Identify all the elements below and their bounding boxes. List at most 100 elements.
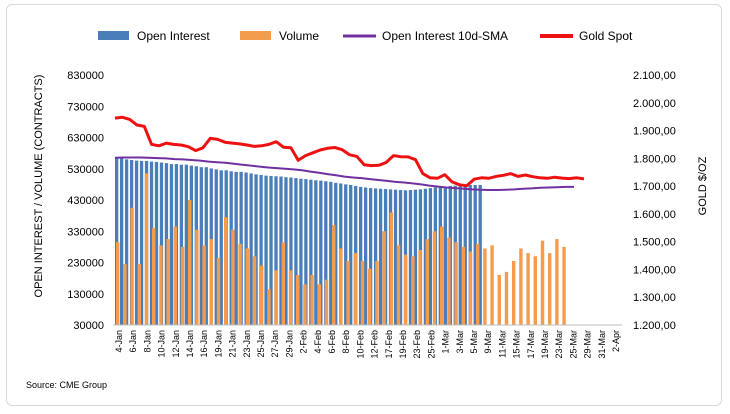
volume-bar <box>483 248 487 325</box>
open-interest-bar <box>214 169 218 325</box>
x-tick-label: 9-Mar <box>483 330 493 354</box>
volume-bar <box>231 229 235 325</box>
y-tick-label: 630000 <box>67 133 104 145</box>
y2-tick-label: 1.600,00 <box>633 209 676 221</box>
x-tick-label: 10-Feb <box>355 330 365 359</box>
volume-bar <box>360 260 365 325</box>
open-interest-bar <box>324 181 328 325</box>
open-interest-bar <box>289 177 293 325</box>
open-interest-bar <box>458 185 462 325</box>
y2-axis-label: GOLD $/OZ <box>697 156 709 215</box>
y-axis-left: 30000 130000 230000 330000 430000 530000 63000… <box>67 70 104 332</box>
volume-bar <box>260 265 264 325</box>
volume-bar <box>130 207 134 325</box>
y2-tick-label: 1.200,00 <box>633 320 676 332</box>
y-tick-label: 830000 <box>67 70 104 82</box>
open-interest-bar <box>428 188 433 325</box>
volume-bar <box>216 257 221 325</box>
open-interest-bar <box>184 164 189 325</box>
volume-bar <box>159 245 163 325</box>
open-interest-bar <box>199 167 203 325</box>
open-interest-bar <box>463 185 467 325</box>
x-tick-label: 4-Feb <box>313 330 323 354</box>
open-interest-bar <box>393 189 398 325</box>
open-interest-bar <box>359 186 363 325</box>
y-tick-label: 730000 <box>67 101 104 113</box>
volume-bar <box>411 256 415 325</box>
open-interest-bar <box>149 161 154 325</box>
volume-bar <box>490 245 494 325</box>
open-interest-bar <box>473 185 477 325</box>
volume-bar <box>123 264 127 325</box>
y2-tick-label: 1.500,00 <box>633 237 676 249</box>
open-interest-bar <box>154 161 159 325</box>
volume-bar <box>447 237 451 325</box>
volume-bar <box>548 253 552 325</box>
x-axis: 4-Jan 6-Jan 8-Jan 10-Jan 12-Jan 14-Jan 16-Jan 1… <box>113 324 622 359</box>
volume-bar <box>368 268 372 325</box>
volume-bar <box>562 246 566 325</box>
open-interest-bar <box>319 180 323 325</box>
volume-bar <box>152 228 156 325</box>
volume-bar <box>202 245 206 325</box>
x-tick-label: 8-Feb <box>341 330 351 354</box>
volume-bar <box>425 239 429 325</box>
source-note: Source: CME Group <box>26 380 108 390</box>
y-tick-label: 530000 <box>67 164 104 176</box>
volume-bar <box>296 275 300 325</box>
volume-bar <box>180 246 185 325</box>
open-interest-bar <box>249 173 253 325</box>
open-interest-bar <box>478 185 482 325</box>
x-tick-label: 12-Jan <box>171 330 181 358</box>
open-interest-bar <box>334 182 338 325</box>
x-tick-label: 2-Feb <box>299 330 309 354</box>
volume-bar <box>324 279 329 325</box>
x-tick-label: 19-Feb <box>398 330 408 359</box>
volume-bar <box>476 243 480 325</box>
y-axis-label: OPEN INTEREST / VOLUME (CONTRACTS) <box>33 75 45 298</box>
bars <box>115 157 566 325</box>
volume-bar <box>339 248 343 325</box>
volume-bar <box>540 240 545 325</box>
open-interest-bar <box>413 189 418 325</box>
x-tick-label: 2-Apr <box>611 330 621 352</box>
volume-bar <box>116 242 120 325</box>
volume-bar <box>303 284 307 325</box>
open-interest-bar <box>124 159 129 325</box>
volume-bar <box>432 231 437 325</box>
x-tick-label: 27-Jan <box>270 330 280 358</box>
open-interest-bar <box>119 158 124 325</box>
x-tick-label: 15-Mar <box>512 330 522 359</box>
volume-bar <box>195 229 199 325</box>
x-tick-label: 31-Mar <box>597 330 607 359</box>
gold-spot-line <box>114 115 585 188</box>
open-interest-bar <box>329 181 333 325</box>
volume-bar <box>533 256 537 325</box>
y-tick-label: 130000 <box>67 289 104 301</box>
legend-label: Gold Spot <box>579 29 633 43</box>
open-interest-bar <box>274 176 278 325</box>
open-interest-bar <box>219 170 223 325</box>
legend-label: Volume <box>279 29 319 43</box>
open-interest-bar <box>259 175 263 325</box>
volume-bar <box>238 243 242 325</box>
x-tick-label: 23-Jan <box>242 330 252 358</box>
volume-bar <box>252 256 257 325</box>
x-tick-label: 1-Mar <box>441 330 451 354</box>
open-interest-bar <box>344 184 348 325</box>
volume-bar <box>317 284 321 325</box>
volume-bar <box>353 253 357 325</box>
volume-bar <box>332 225 336 325</box>
y2-tick-label: 1.800,00 <box>633 153 676 165</box>
volume-bar <box>288 270 293 325</box>
y-tick-label: 430000 <box>67 195 104 207</box>
volume-bar <box>310 275 314 325</box>
open-interest-bar <box>234 171 238 325</box>
open-interest-bar <box>284 177 288 325</box>
y2-tick-label: 2.000,00 <box>633 98 676 110</box>
volume-bar <box>375 260 379 325</box>
volume-bar <box>418 250 422 325</box>
volume-bar <box>224 217 228 325</box>
x-tick-label: 21-Jan <box>228 330 238 358</box>
